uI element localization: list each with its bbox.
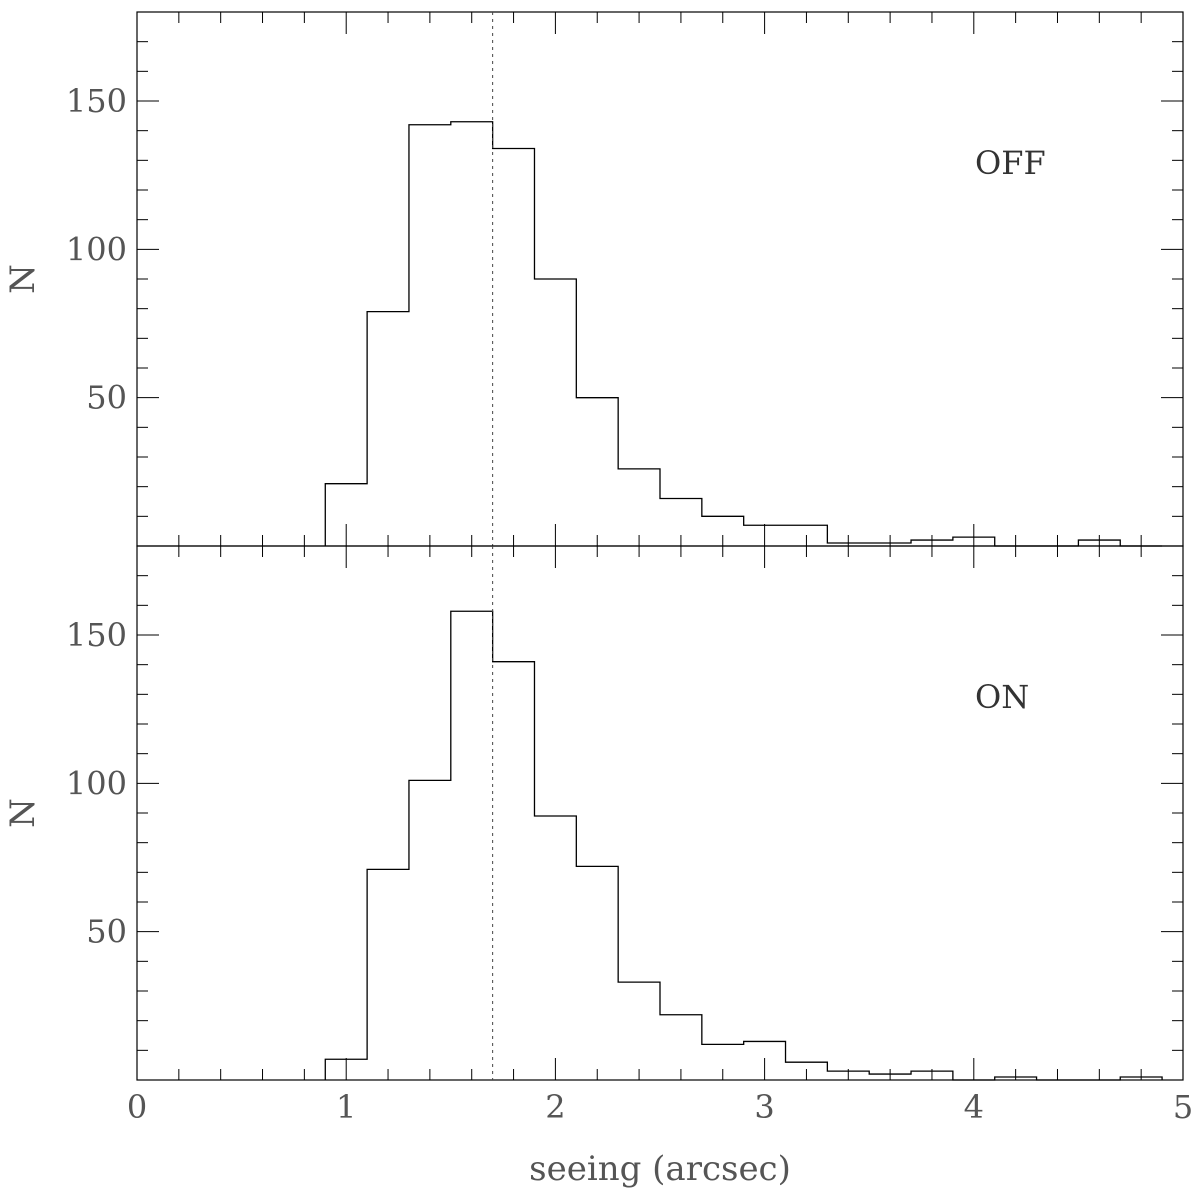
histogram-bin [325,484,367,546]
panel-label: ON [975,678,1029,716]
y-axis-title: N [3,798,43,828]
x-tick-label: 1 [336,1088,356,1126]
x-tick-label: 4 [964,1088,984,1126]
y-tick-label: 100 [66,764,127,802]
histogram-bin [325,1059,367,1080]
histogram-outline [324,121,1163,547]
histogram-bin [786,1062,828,1080]
y-tick-label: 150 [66,82,127,120]
histogram-bin [744,1041,786,1080]
histogram-bin [744,525,786,546]
panel-off: 50 100 150 N OFF [3,11,1184,547]
histogram-bin [702,1044,744,1080]
panel-label: OFF [975,144,1046,182]
histogram-bin [911,540,953,546]
histogram-bin [618,469,660,546]
y-tick-label: 100 [66,230,127,268]
histogram-bin [869,1074,911,1080]
histogram-bin [409,780,451,1080]
y-axis-title: N [3,264,43,294]
histogram-bin [1078,540,1120,546]
histogram-bin [911,1071,953,1080]
histogram-bin [367,869,409,1080]
histogram-bin [618,982,660,1080]
histogram-bin [660,1015,702,1080]
histogram-bin [660,499,702,546]
histogram-bin [493,662,535,1080]
histogram-outline [324,610,1163,1081]
histogram-bin [451,122,493,546]
x-axis-title: seeing (arcsec) [529,1149,791,1189]
histogram-bin [451,611,493,1080]
histogram-bin [786,525,828,546]
histogram-bin [953,537,995,546]
histogram-bin [576,866,618,1080]
histogram-bin [493,148,535,546]
histogram-bin [409,125,451,546]
histogram-bin [702,516,744,546]
plot-frame [136,11,1184,547]
x-tick-label: 2 [545,1088,565,1126]
y-tick-label: 50 [86,379,127,417]
histogram-bin [534,816,576,1080]
histogram-bin [995,1077,1037,1080]
x-tick-label: 3 [754,1088,774,1126]
histogram-bin [534,279,576,546]
x-tick-label: 0 [127,1088,147,1126]
histogram-bin [576,398,618,546]
y-tick-label: 150 [66,616,127,654]
x-tick-label: 5 [1173,1088,1193,1126]
y-tick-label: 50 [86,913,127,951]
histogram-bin [367,312,409,546]
histogram-bin [827,1071,869,1080]
histogram-bin [1120,1077,1162,1080]
